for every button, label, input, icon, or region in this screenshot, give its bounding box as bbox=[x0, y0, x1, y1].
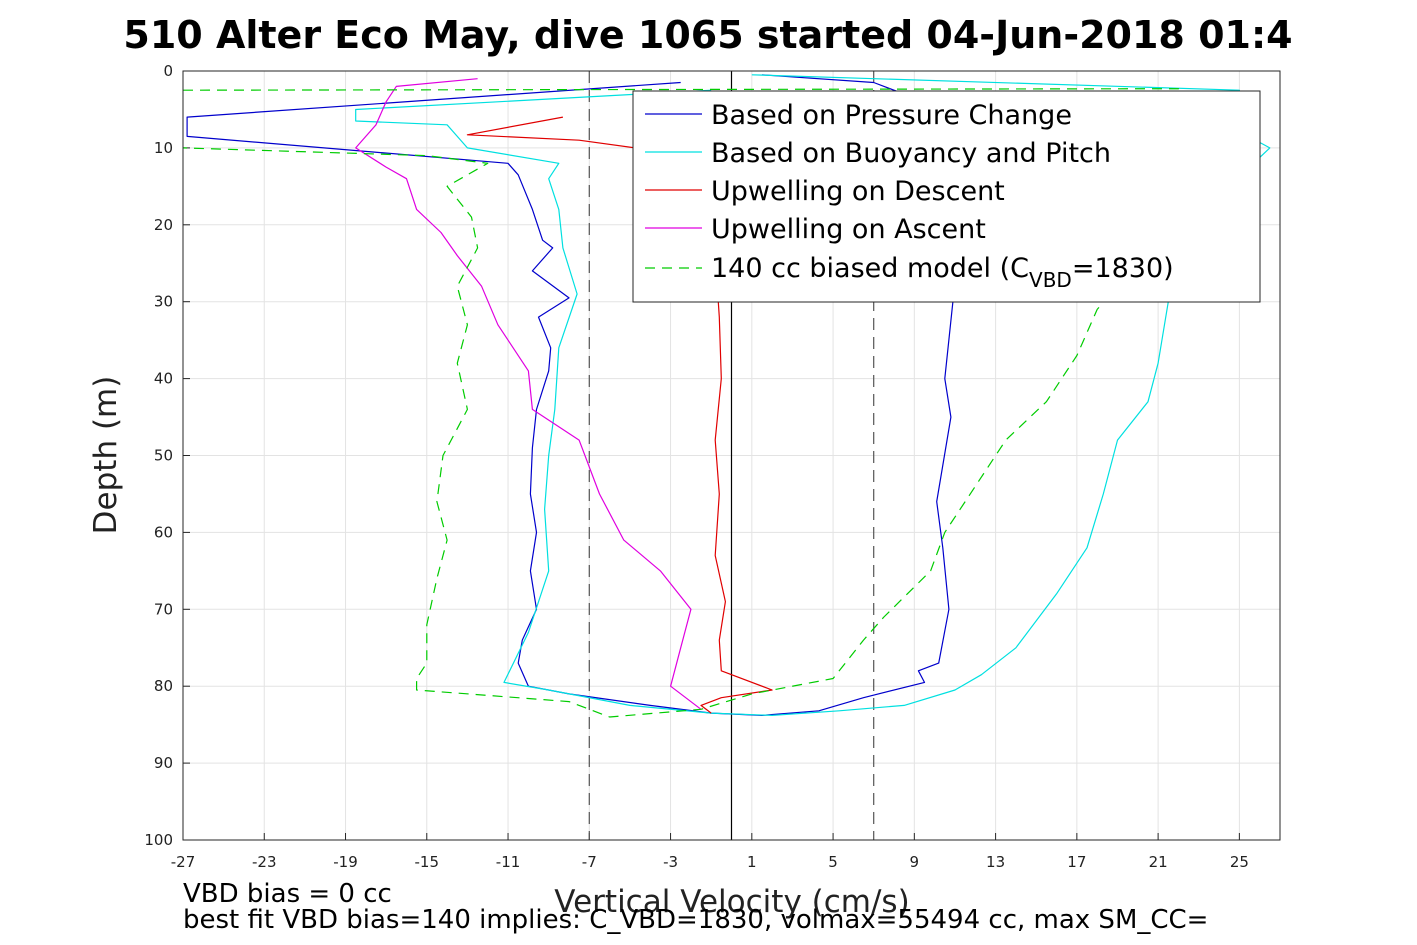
y-tick-label: 50 bbox=[154, 447, 173, 465]
legend-label-buoyancy: Based on Buoyancy and Pitch bbox=[711, 138, 1111, 169]
legend-label-descent: Upwelling on Descent bbox=[711, 176, 1005, 207]
x-tick-label: -19 bbox=[333, 853, 358, 871]
legend-label-model-main: 140 cc biased model (C bbox=[711, 253, 1029, 284]
x-tick-labels: -27 -23 -19 -15 -11 -7 -3 1 5 9 13 17 21 25 bbox=[171, 853, 1249, 871]
y-axis-label: Depth (m) bbox=[88, 376, 124, 535]
x-tick-label: -15 bbox=[415, 853, 440, 871]
series-buoyancy-pitch bbox=[355, 74, 1271, 716]
x-tick-label: 25 bbox=[1230, 853, 1249, 871]
series-upwelling-ascent bbox=[355, 78, 702, 710]
y-tick-label: 60 bbox=[154, 523, 173, 541]
y-tick-label: 30 bbox=[154, 293, 173, 311]
footer-best-fit: best fit VBD bias=140 implies: C_VBD=183… bbox=[183, 905, 1208, 935]
legend-label-model-end: =1830) bbox=[1072, 253, 1174, 284]
y-tick-label: 0 bbox=[163, 62, 173, 80]
x-tick-label: 9 bbox=[910, 853, 920, 871]
legend-label-model-sub: VBD bbox=[1029, 268, 1072, 292]
x-tick-label: 13 bbox=[986, 853, 1005, 871]
y-tick-label: 100 bbox=[144, 831, 173, 849]
legend: Based on Pressure Change Based on Buoyan… bbox=[632, 90, 1261, 303]
x-tick-label: 17 bbox=[1067, 853, 1086, 871]
y-tick-label: 80 bbox=[154, 677, 173, 695]
legend-label-pressure: Based on Pressure Change bbox=[711, 100, 1072, 131]
legend-label-model: 140 cc biased model (CVBD=1830) bbox=[711, 253, 1174, 292]
footer-vbd-bias: VBD bias = 0 cc bbox=[183, 879, 392, 909]
y-tick-label: 70 bbox=[154, 600, 173, 618]
x-tick-label: -27 bbox=[171, 853, 196, 871]
legend-label-ascent: Upwelling on Ascent bbox=[711, 214, 986, 245]
series-pressure-change bbox=[186, 74, 956, 716]
x-axis-label: Vertical Velocity (cm/s) bbox=[554, 884, 909, 920]
y-tick-label: 10 bbox=[154, 139, 173, 157]
x-tick-label: 1 bbox=[747, 853, 757, 871]
x-tick-label: 5 bbox=[828, 853, 838, 871]
x-tick-label: -7 bbox=[582, 853, 597, 871]
x-tick-label: -3 bbox=[663, 853, 678, 871]
plot-frame bbox=[182, 70, 1281, 841]
x-tick-label: -11 bbox=[496, 853, 521, 871]
y-tick-label: 90 bbox=[154, 754, 173, 772]
x-tick-label: -23 bbox=[252, 853, 277, 871]
x-tick-label: 21 bbox=[1149, 853, 1168, 871]
chart-title: 510 Alter Eco May, dive 1065 started 04-… bbox=[123, 13, 1292, 57]
y-tick-label: 40 bbox=[154, 370, 173, 388]
y-tick-labels: 0 10 20 30 40 50 60 70 80 90 100 bbox=[144, 62, 173, 849]
legend-box bbox=[632, 90, 1261, 303]
series-biased-model bbox=[182, 88, 1261, 718]
y-tick-label: 20 bbox=[154, 216, 173, 234]
